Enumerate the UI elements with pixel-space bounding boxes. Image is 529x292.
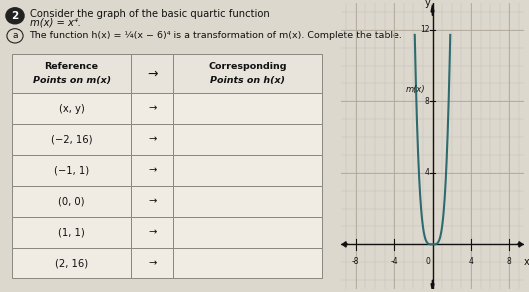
Text: Corresponding: Corresponding [208, 62, 287, 71]
Text: m(x): m(x) [406, 85, 425, 94]
FancyArrow shape [431, 5, 434, 15]
FancyBboxPatch shape [131, 124, 174, 155]
Text: →: → [148, 227, 157, 237]
Text: The function h(x) = ¼(x − 6)⁴ is a transformation of m(x). Complete the table.: The function h(x) = ¼(x − 6)⁴ is a trans… [30, 31, 403, 40]
FancyBboxPatch shape [131, 54, 174, 93]
FancyArrow shape [431, 280, 434, 291]
Text: 8: 8 [507, 257, 512, 266]
FancyBboxPatch shape [174, 186, 322, 217]
FancyBboxPatch shape [131, 248, 174, 279]
Text: y: y [425, 0, 431, 8]
Text: x: x [524, 257, 529, 267]
Text: 4: 4 [425, 168, 430, 177]
FancyBboxPatch shape [131, 217, 174, 248]
FancyBboxPatch shape [131, 186, 174, 217]
Text: 4: 4 [469, 257, 473, 266]
FancyBboxPatch shape [174, 155, 322, 186]
Text: (−2, 16): (−2, 16) [51, 134, 93, 145]
Text: 12: 12 [420, 25, 430, 34]
FancyArrow shape [342, 242, 348, 247]
Text: →: → [148, 258, 157, 268]
Text: →: → [148, 196, 157, 206]
Text: Points on m(x): Points on m(x) [32, 77, 111, 85]
Text: (1, 1): (1, 1) [58, 227, 85, 237]
Text: Points on h(x): Points on h(x) [211, 77, 285, 85]
FancyBboxPatch shape [12, 93, 131, 124]
Text: (−1, 1): (−1, 1) [54, 165, 89, 175]
FancyBboxPatch shape [12, 155, 131, 186]
FancyBboxPatch shape [12, 248, 131, 279]
FancyBboxPatch shape [12, 124, 131, 155]
FancyBboxPatch shape [174, 93, 322, 124]
Circle shape [6, 8, 24, 24]
Text: →: → [148, 134, 157, 145]
Text: (x, y): (x, y) [59, 103, 85, 114]
FancyBboxPatch shape [131, 155, 174, 186]
Text: m(x) = x⁴.: m(x) = x⁴. [30, 18, 80, 28]
Text: 2: 2 [11, 11, 19, 21]
FancyBboxPatch shape [12, 54, 131, 93]
FancyBboxPatch shape [12, 186, 131, 217]
FancyBboxPatch shape [174, 248, 322, 279]
FancyBboxPatch shape [174, 54, 322, 93]
Text: (0, 0): (0, 0) [58, 196, 85, 206]
Text: -4: -4 [390, 257, 398, 266]
Text: a: a [12, 31, 18, 40]
Text: →: → [148, 165, 157, 175]
Text: Reference: Reference [44, 62, 98, 71]
FancyBboxPatch shape [131, 93, 174, 124]
Text: →: → [148, 103, 157, 114]
Text: →: → [147, 67, 158, 80]
Text: (2, 16): (2, 16) [55, 258, 88, 268]
Text: 8: 8 [425, 97, 430, 106]
Text: -8: -8 [352, 257, 359, 266]
FancyBboxPatch shape [174, 124, 322, 155]
FancyArrow shape [517, 242, 523, 247]
Text: Consider the graph of the basic quartic function: Consider the graph of the basic quartic … [30, 9, 272, 19]
FancyBboxPatch shape [174, 217, 322, 248]
FancyBboxPatch shape [12, 217, 131, 248]
Text: 0: 0 [425, 257, 430, 266]
